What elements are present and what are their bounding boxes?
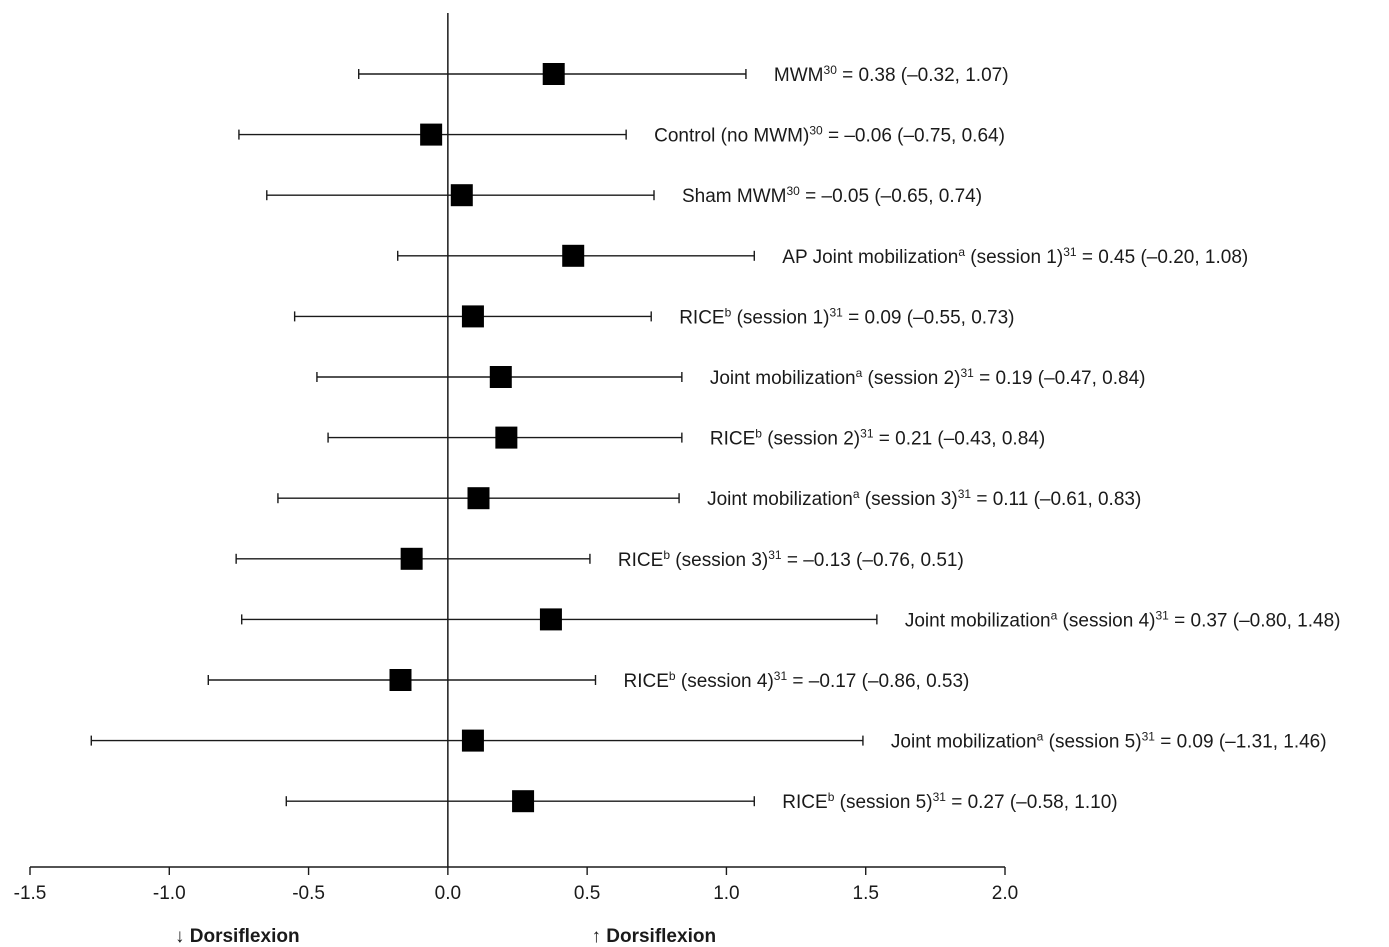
- forest-rows: MWM30 = 0.38 (–0.32, 1.07) Control (no MW…: [90, 63, 1341, 813]
- row-label: Joint mobilizationa (session 5)31 = 0.09…: [891, 730, 1327, 753]
- x-tick-label: -1.0: [153, 883, 186, 904]
- point-estimate-marker: [450, 184, 473, 207]
- row-label: Control (no MWM)30 = –0.06 (–0.75, 0.64): [654, 124, 1005, 147]
- point-estimate-marker: [539, 608, 562, 631]
- point-estimate-marker: [562, 244, 585, 267]
- point-estimate-marker: [512, 790, 535, 813]
- row-label: Sham MWM30 = –0.05 (–0.65, 0.74): [682, 184, 982, 207]
- forest-row: AP Joint mobilizationa (session 1)31 = 0…: [397, 244, 1248, 268]
- forest-row: RICEb (session 2)31 = 0.21 (–0.43, 0.84): [327, 426, 1045, 450]
- forest-row: Joint mobilizationa (session 3)31 = 0.11…: [277, 487, 1141, 510]
- forest-row: RICEb (session 1)31 = 0.09 (–0.55, 0.73): [293, 305, 1015, 328]
- row-label: RICEb (session 1)31 = 0.09 (–0.55, 0.73): [679, 305, 1014, 328]
- x-axis: -1.5 -1.0 -0.5 0.0 0.5 1.0 1.5 2.0: [14, 866, 1018, 904]
- direction-label-left: ↓ Dorsiflexion: [175, 926, 300, 947]
- forest-row: RICEb (session 4)31 = –0.17 (–0.86, 0.53…: [207, 669, 970, 692]
- forest-row: RICEb (session 5)31 = 0.27 (–0.58, 1.10): [285, 790, 1118, 813]
- x-tick-label: -0.5: [292, 883, 325, 904]
- x-tick-label: 2.0: [992, 883, 1018, 904]
- forest-row: Joint mobilizationa (session 5)31 = 0.09…: [90, 729, 1327, 753]
- point-estimate-marker: [542, 63, 565, 85]
- forest-row: MWM30 = 0.38 (–0.32, 1.07): [358, 63, 1009, 86]
- row-label: Joint mobilizationa (session 2)31 = 0.19…: [710, 366, 1146, 389]
- row-label: Joint mobilizationa (session 3)31 = 0.11…: [707, 487, 1141, 510]
- direction-label-right: ↑ Dorsiflexion: [591, 926, 716, 947]
- row-label: MWM30 = 0.38 (–0.32, 1.07): [774, 63, 1009, 86]
- point-estimate-marker: [467, 487, 490, 510]
- row-label: RICEb (session 4)31 = –0.17 (–0.86, 0.53…: [624, 669, 970, 692]
- point-estimate-marker: [461, 729, 484, 752]
- x-tick-label: 1.0: [713, 883, 739, 904]
- point-estimate-marker: [420, 123, 443, 146]
- point-estimate-marker: [461, 305, 484, 328]
- forest-row: Control (no MWM)30 = –0.06 (–0.75, 0.64): [238, 123, 1005, 147]
- forest-row: Joint mobilizationa (session 2)31 = 0.19…: [316, 366, 1146, 389]
- x-tick-label: 1.5: [853, 883, 879, 904]
- point-estimate-marker: [400, 547, 423, 570]
- point-estimate-marker: [489, 366, 512, 388]
- x-tick-label: 0.0: [435, 883, 461, 904]
- forest-row: Sham MWM30 = –0.05 (–0.65, 0.74): [266, 184, 982, 207]
- x-tick-label: -1.5: [14, 883, 47, 904]
- direction-labels: ↓ Dorsiflexion ↑ Dorsiflexion: [175, 926, 716, 947]
- point-estimate-marker: [495, 426, 518, 449]
- forest-row: RICEb (session 3)31 = –0.13 (–0.76, 0.51…: [235, 547, 964, 571]
- row-label: Joint mobilizationa (session 4)31 = 0.37…: [905, 608, 1341, 631]
- x-tick-label: 0.5: [574, 883, 600, 904]
- forest-row: Joint mobilizationa (session 4)31 = 0.37…: [241, 608, 1341, 631]
- point-estimate-marker: [389, 669, 412, 691]
- row-label: RICEb (session 2)31 = 0.21 (–0.43, 0.84): [710, 427, 1045, 450]
- row-label: AP Joint mobilizationa (session 1)31 = 0…: [782, 245, 1248, 268]
- row-label: RICEb (session 3)31 = –0.13 (–0.76, 0.51…: [618, 548, 964, 571]
- row-label: RICEb (session 5)31 = 0.27 (–0.58, 1.10): [782, 790, 1117, 813]
